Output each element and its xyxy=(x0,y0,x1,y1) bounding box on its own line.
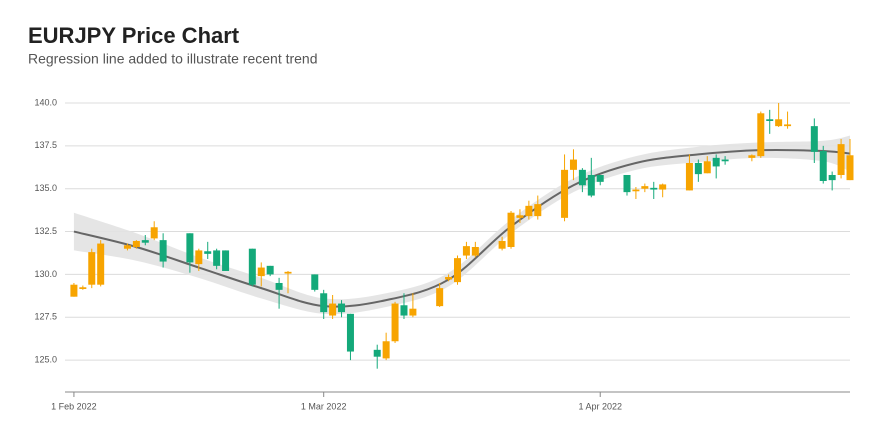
candle-body xyxy=(498,240,506,249)
confidence-band xyxy=(73,135,850,315)
candle-body xyxy=(222,250,230,271)
candle-body xyxy=(409,308,417,316)
candle-body xyxy=(632,189,640,192)
candle-body xyxy=(320,293,328,313)
candle-body xyxy=(596,174,604,182)
chart-title: EURJPY Price Chart xyxy=(28,23,240,48)
candle-body xyxy=(784,124,792,127)
y-tick-label: 135.0 xyxy=(34,183,57,193)
candle-body xyxy=(534,204,542,217)
candle-body xyxy=(391,303,399,342)
candle-body xyxy=(846,155,854,181)
trend-line xyxy=(73,148,851,308)
y-tick-label: 125.0 xyxy=(34,354,57,364)
candle-body xyxy=(213,250,221,266)
candle-body xyxy=(569,159,577,170)
candle-body xyxy=(436,288,444,307)
y-tick-label: 127.5 xyxy=(34,312,57,322)
x-tick-label: 1 Apr 2022 xyxy=(578,401,622,411)
candle-body xyxy=(587,174,595,196)
candle-body xyxy=(159,240,167,262)
candle-body xyxy=(275,282,283,290)
candle-body xyxy=(266,265,274,275)
candle-body xyxy=(766,119,774,121)
x-tick-label: 1 Mar 2022 xyxy=(301,401,347,411)
candle-body xyxy=(79,287,87,289)
candle-body xyxy=(462,246,470,256)
candle-body xyxy=(561,169,569,218)
candle-body xyxy=(819,150,827,181)
x-tick-label: 1 Feb 2022 xyxy=(51,401,97,411)
candle-body xyxy=(70,284,78,297)
candle-body xyxy=(329,303,337,316)
candle-body xyxy=(257,267,265,277)
candle-body xyxy=(837,144,845,175)
candle-body xyxy=(445,276,453,280)
candle-body xyxy=(338,303,346,313)
candle-body xyxy=(88,252,96,285)
candle-body xyxy=(703,161,711,174)
candle-body xyxy=(641,186,649,189)
candle-body xyxy=(186,233,194,263)
candle-body xyxy=(516,215,524,218)
candle-body xyxy=(712,157,720,167)
candle-body xyxy=(507,212,515,247)
candle-body xyxy=(150,227,158,239)
candle-body xyxy=(454,258,461,283)
y-tick-label: 130.0 xyxy=(34,269,57,279)
candle-body xyxy=(578,169,586,186)
candle-body xyxy=(123,245,131,249)
candle-body xyxy=(757,113,765,157)
candle-body xyxy=(810,126,818,152)
candle-body xyxy=(623,174,631,193)
candle-body xyxy=(346,313,354,352)
candle-body xyxy=(141,240,149,243)
candle-body xyxy=(471,246,479,256)
candle-body xyxy=(195,250,203,265)
y-tick-label: 132.5 xyxy=(34,226,57,236)
candle-body xyxy=(828,174,836,181)
candle-body xyxy=(694,162,702,175)
candle-body xyxy=(400,305,408,316)
candle-body xyxy=(721,159,729,162)
candle-body xyxy=(97,243,105,285)
candle-body xyxy=(525,205,533,217)
y-tick-label: 140.0 xyxy=(34,97,57,107)
candle-body xyxy=(204,251,212,254)
candle-body xyxy=(284,271,292,274)
chart-subtitle: Regression line added to illustrate rece… xyxy=(28,51,318,67)
candle-body xyxy=(132,240,140,247)
y-tick-label: 137.5 xyxy=(34,140,57,150)
candle-body xyxy=(382,341,390,359)
candle-body xyxy=(248,248,256,285)
candle-body xyxy=(650,187,658,190)
candle-body xyxy=(775,119,783,127)
candle-body xyxy=(311,274,319,290)
candle-body xyxy=(373,349,381,357)
candle-body xyxy=(659,184,667,190)
candle-body xyxy=(748,155,756,158)
candle-body xyxy=(685,162,693,191)
